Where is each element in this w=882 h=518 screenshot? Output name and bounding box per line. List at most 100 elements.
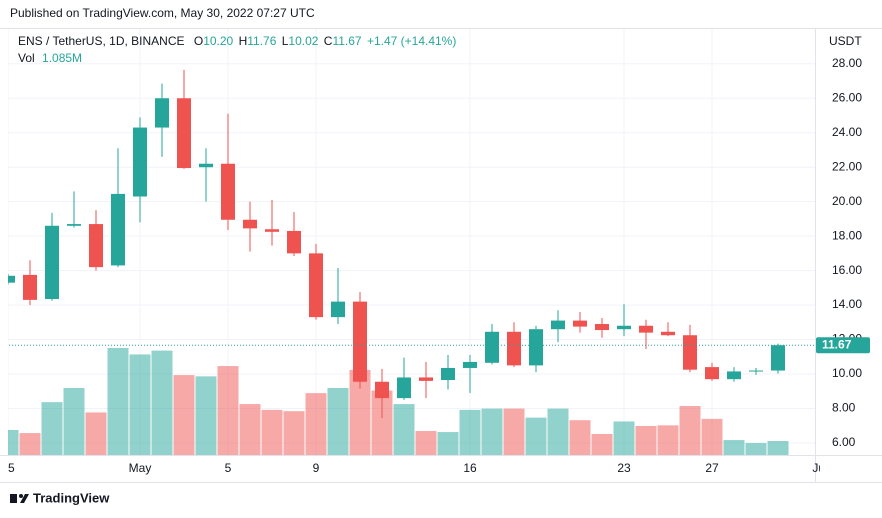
candle-body <box>441 367 455 381</box>
time-axis: 25 May 5 9 16 23 27 Jun <box>1 461 831 475</box>
x-tick-label: 25 <box>1 461 15 475</box>
volume-bar <box>415 431 437 455</box>
candle-body <box>177 98 191 169</box>
candle-body <box>287 230 301 254</box>
volume-bar <box>635 425 657 455</box>
candle-body <box>463 361 477 368</box>
volume-bar <box>393 404 415 455</box>
logo-mark <box>10 494 17 503</box>
volume-pane <box>8 348 789 455</box>
candle-body <box>133 127 147 197</box>
candle-body <box>265 229 279 232</box>
candle-body <box>639 325 653 333</box>
volume-bar <box>63 387 85 455</box>
published-note: Published on TradingView.com, May 30, 20… <box>10 6 315 20</box>
logo <box>10 494 29 503</box>
candle-body <box>221 163 235 220</box>
candle-body <box>683 335 697 370</box>
candle-body <box>617 325 631 330</box>
ohlc-label: O <box>194 34 203 48</box>
x-tick-label: 9 <box>313 461 320 475</box>
ohlc-value: 10.02 <box>288 34 318 48</box>
candle-body <box>749 370 763 372</box>
x-tick-label: 27 <box>705 461 719 475</box>
volume-bar <box>525 417 547 455</box>
candle-body <box>507 331 521 366</box>
volume-label: Vol <box>18 51 35 65</box>
candle-body <box>8 275 15 283</box>
y-tick-label: 14.00 <box>832 297 862 311</box>
candle-body <box>353 301 367 382</box>
y-tick-label: 24.00 <box>832 125 862 139</box>
volume-bar <box>173 375 195 455</box>
volume-bar <box>239 404 261 455</box>
candle-body <box>375 381 389 399</box>
volume-bar <box>327 387 349 455</box>
volume-bar <box>217 366 239 455</box>
y-tick-label: 22.00 <box>832 159 862 173</box>
footer-brand: TradingView <box>33 490 110 505</box>
x-tick-label: 5 <box>225 461 232 475</box>
volume-bar <box>305 393 327 455</box>
y-tick-label: 28.00 <box>832 56 862 70</box>
volume-bar <box>371 390 393 455</box>
volume-bar <box>701 418 723 455</box>
volume-bar <box>349 369 371 455</box>
last-price-label: 11.67 <box>822 337 852 351</box>
volume-bar <box>107 348 129 455</box>
candle-body <box>771 345 785 371</box>
volume-bar <box>723 440 745 455</box>
change: +1.47 (+14.41%) <box>367 34 456 48</box>
ohlc-value: 11.76 <box>247 34 276 48</box>
candle-body <box>243 219 257 229</box>
ohlc-label: H <box>239 34 248 48</box>
volume-bar <box>613 421 635 455</box>
volume-bar <box>459 409 481 455</box>
candle-body <box>45 225 59 300</box>
logo-mark <box>19 494 23 498</box>
candle-body <box>309 253 323 318</box>
candle-body <box>331 301 345 318</box>
ohlc-label: C <box>324 34 333 48</box>
candle-body <box>23 274 37 300</box>
volume-bar <box>129 354 151 455</box>
price-axis: 6.008.0010.0012.0014.0016.0018.0020.0022… <box>832 56 862 449</box>
y-tick-label: 6.00 <box>832 435 856 449</box>
x-tick-label: May <box>129 461 152 475</box>
volume-value: 1.085M <box>42 51 82 65</box>
candle-body <box>419 377 433 381</box>
logo-mark <box>20 494 29 503</box>
volume-bar <box>85 412 107 455</box>
symbol: ENS / TetherUS, 1D, BINANCE <box>18 34 185 48</box>
last-price-tag <box>816 337 870 354</box>
y-tick-label: 26.00 <box>832 90 862 104</box>
volume-bar <box>195 376 217 455</box>
candle-body <box>111 193 125 266</box>
ohlc-value: 10.20 <box>203 34 233 48</box>
volume-bar <box>8 429 19 455</box>
x-tick-label: 23 <box>617 461 631 475</box>
candle-body <box>705 367 719 380</box>
ohlc-value: 11.67 <box>332 34 361 48</box>
volume-bar <box>481 408 503 455</box>
volume-bar <box>591 433 613 455</box>
volume-bar <box>19 433 41 455</box>
volume-bar <box>657 425 679 455</box>
volume-bar <box>745 443 767 455</box>
y-tick-label: 20.00 <box>832 194 862 208</box>
x-tick-label: Jun <box>812 461 831 475</box>
volume-bar <box>679 406 701 455</box>
candle-body <box>199 163 213 168</box>
candle-body <box>485 331 499 363</box>
candle-body <box>551 320 565 330</box>
y-tick-label: 18.00 <box>832 228 862 242</box>
candle-body <box>573 320 587 327</box>
volume-bar <box>437 432 459 455</box>
candle-body <box>529 329 543 366</box>
volume-bar <box>41 402 63 455</box>
volume-bar <box>261 409 283 455</box>
candle-body <box>67 224 81 226</box>
candle-body <box>397 377 411 399</box>
